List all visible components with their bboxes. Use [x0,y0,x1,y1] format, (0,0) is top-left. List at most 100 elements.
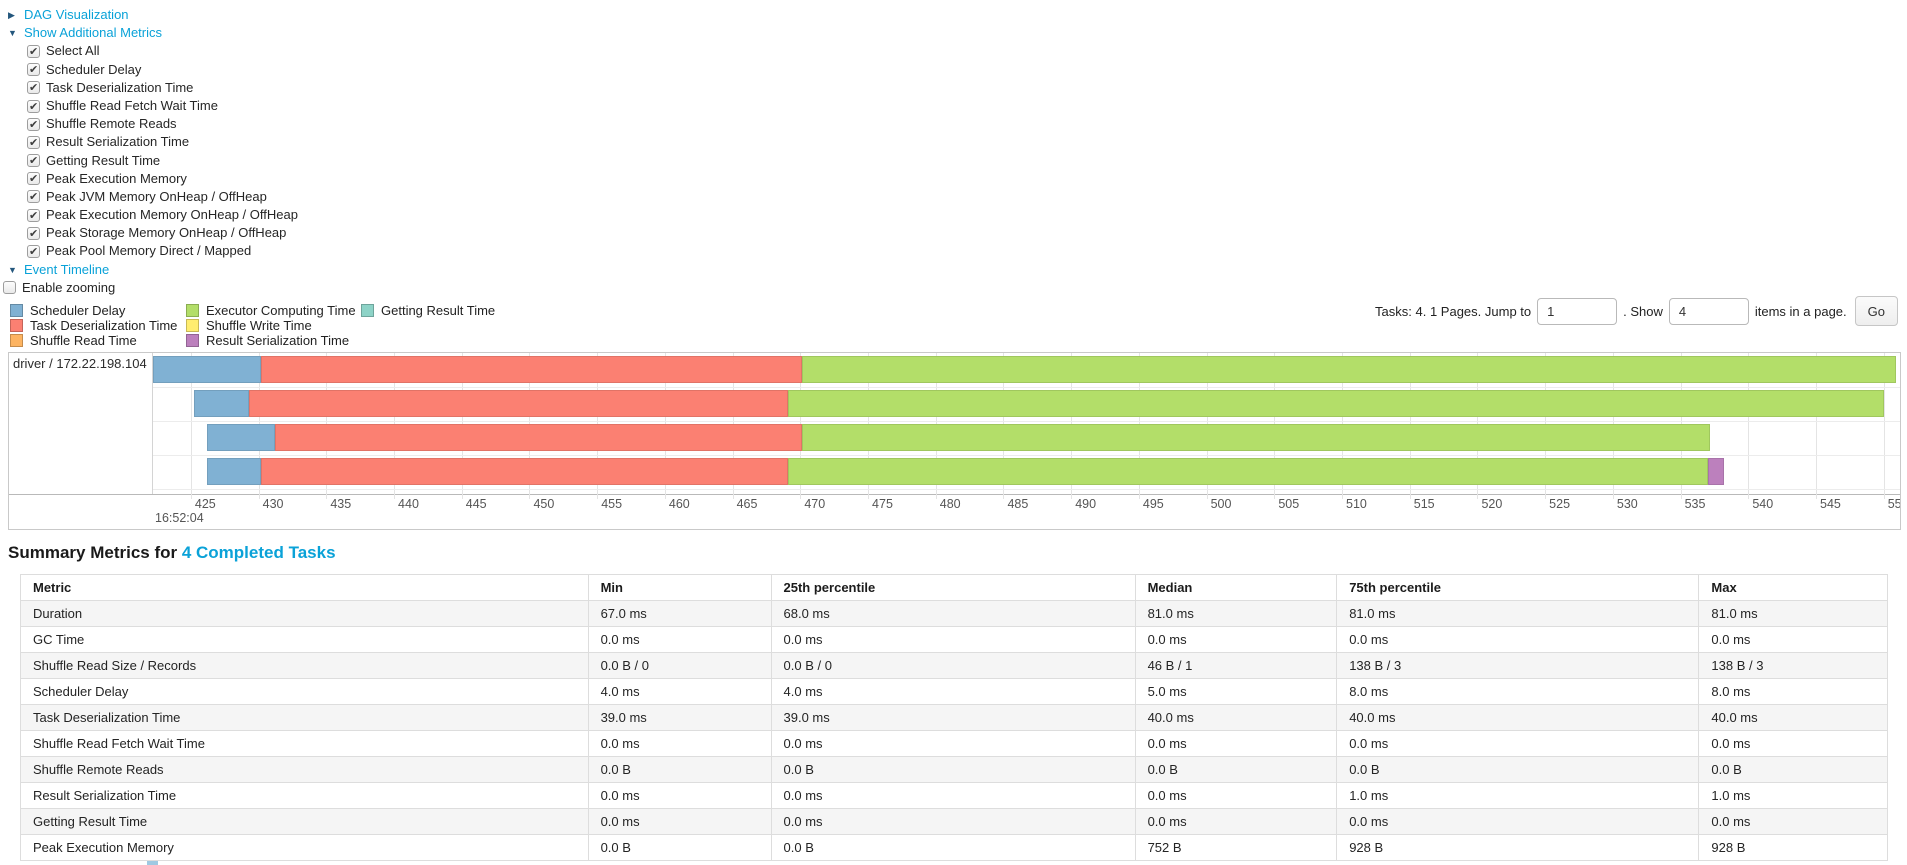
metric-checkbox-row-0[interactable]: Select All [8,42,298,61]
axis-tick-label: 545 [1820,497,1841,511]
metric-value-cell: 5.0 ms [1134,678,1338,705]
metric-checkbox-row-4[interactable]: Shuffle Remote Reads [8,115,298,134]
axis-tick-label: 475 [872,497,893,511]
metric-value-cell: 68.0 ms [770,600,1136,627]
collapsed-arrow-icon: ▶ [8,10,15,20]
metric-checkbox[interactable] [27,207,40,225]
metric-checkbox[interactable] [27,134,40,152]
metric-value-cell: 8.0 ms [1336,678,1700,705]
dag-visualization-link[interactable]: DAG Visualization [24,7,129,22]
dag-visualization-toggle[interactable]: ▶ DAG Visualization [8,6,298,24]
axis-tick-label: 495 [1142,497,1164,511]
enable-zooming-checkbox[interactable] [3,281,16,295]
metric-name-cell: Duration [20,600,589,627]
event-timeline-toggle[interactable]: ▼ Event Timeline [8,261,298,279]
metric-checkbox-row-8[interactable]: Peak JVM Memory OnHeap / OffHeap [8,188,298,207]
metric-value-cell: 0.0 ms [1134,808,1338,835]
metric-value-cell: 0.0 ms [1698,626,1888,653]
metric-checkbox-row-11[interactable]: Peak Pool Memory Direct / Mapped [8,242,298,261]
metric-checkbox-row-5[interactable]: Result Serialization Time [8,133,298,152]
metric-value-cell: 1.0 ms [1336,782,1700,809]
legend-swatch-icon [186,334,199,347]
axis-tick-label: 470 [804,497,826,511]
legend-item-shuffle_read: Shuffle Read Time [10,333,186,348]
timeline-plot-area[interactable]: 425 430 435 440 445 450 455 460 465 470 475 480 485 4… [153,353,1901,529]
metric-checkbox[interactable] [27,116,40,134]
legend-swatch-icon [186,304,199,317]
pagination-prefix-text: Tasks: 4. 1 Pages. Jump to [1375,303,1532,319]
metric-checkbox[interactable] [27,98,40,116]
summary-metrics-heading: Summary Metrics for 4 Completed Tasks [8,543,336,563]
task-1-segment-task-deserialization[interactable] [249,390,789,417]
legend-item-shuffle_write: Shuffle Write Time [186,318,361,333]
task-2-segment-scheduler-delay[interactable] [207,424,275,451]
metric-checkbox-row-9[interactable]: Peak Execution Memory OnHeap / OffHeap [8,206,298,225]
metric-checkbox-row-10[interactable]: Peak Storage Memory OnHeap / OffHeap [8,224,298,243]
metric-value-cell: 4.0 ms [587,678,772,705]
expanded-arrow-icon: ▼ [8,264,17,275]
metric-value-cell: 40.0 ms [1134,704,1338,731]
metric-value-cell: 138 B / 3 [1698,652,1888,679]
event-timeline-chart[interactable]: driver / 172.22.198.104 425 430 435 440 445 4… [8,352,1901,530]
metric-checkbox[interactable] [27,188,40,207]
metric-checkbox-row-7[interactable]: Peak Execution Memory [8,170,298,188]
metric-checkbox-label: Shuffle Read Fetch Wait Time [46,97,218,113]
pagination-middle-text: . Show [1623,303,1663,319]
task-0-segment-executor-computing[interactable] [801,356,1896,383]
event-timeline-link[interactable]: Event Timeline [24,261,110,277]
task-2-segment-executor-computing[interactable] [801,424,1711,451]
metric-value-cell: 928 B [1698,834,1888,861]
go-button[interactable]: Go [1854,296,1898,326]
metric-checkbox-label: Peak Execution Memory [46,170,187,186]
table-row-shuffle-remote-reads: Shuffle Remote Reads 0.0 B 0.0 B 0.0 B 0.0 B… [20,756,1888,783]
metric-value-cell: 0.0 ms [587,782,772,809]
metric-checkbox[interactable] [27,152,40,170]
metric-checkbox-label: Peak Storage Memory OnHeap / OffHeap [46,225,287,241]
enable-zooming-row[interactable]: Enable zooming [3,279,298,297]
column-header-25th-percentile: 25th percentile [770,574,1136,601]
row-separator [153,489,1900,490]
legend-label: Getting Result Time [381,303,496,318]
completed-tasks-link[interactable]: 4 Completed Tasks [181,543,336,562]
task-1-segment-executor-computing[interactable] [788,390,1884,417]
metric-checkbox[interactable] [27,243,40,261]
metric-checkbox[interactable] [27,79,40,98]
table-row-gc-time: GC Time 0.0 ms 0.0 ms 0.0 ms 0.0 ms 0.0 ms [20,626,1888,653]
metric-value-cell: 0.0 ms [1134,730,1338,757]
column-header-75th-percentile: 75th percentile [1336,574,1700,601]
metric-value-cell: 0.0 ms [770,626,1136,653]
metric-name-cell: Peak Execution Memory [20,834,589,861]
task-3-segment-task-deserialization[interactable] [261,458,789,485]
legend-item-getting_result: Getting Result Time [361,303,495,318]
metric-value-cell: 752 B [1134,834,1338,861]
axis-tick-label: 550 [1887,497,1901,511]
task-3-segment-executor-computing[interactable] [788,458,1708,485]
metric-checkbox[interactable] [27,61,40,79]
metric-checkbox-row-3[interactable]: Shuffle Read Fetch Wait Time [8,97,298,116]
show-additional-metrics-link[interactable]: Show Additional Metrics [24,25,163,41]
metric-value-cell: 40.0 ms [1698,704,1888,731]
metric-checkbox-label: Peak JVM Memory OnHeap / OffHeap [46,188,267,204]
axis-gridline [190,353,192,499]
metric-checkbox-row-6[interactable]: Getting Result Time [8,152,298,170]
task-0-segment-scheduler-delay[interactable] [153,356,262,383]
metric-checkbox[interactable] [27,170,40,188]
metric-checkbox-row-2[interactable]: Task Deserialization Time [8,79,298,98]
axis-tick-label: 490 [1075,497,1097,511]
axis-tick-label: 485 [1007,497,1029,511]
metric-value-cell: 81.0 ms [1698,600,1888,627]
task-0-segment-task-deserialization[interactable] [261,356,802,383]
metric-checkbox[interactable] [27,225,40,243]
task-3-segment-result-serialization[interactable] [1707,458,1724,485]
metric-checkbox[interactable] [27,43,40,61]
task-2-segment-task-deserialization[interactable] [274,424,802,451]
jump-to-page-input[interactable] [1537,297,1618,325]
task-3-segment-scheduler-delay[interactable] [207,458,262,485]
task-1-segment-scheduler-delay[interactable] [193,390,250,417]
show-additional-metrics-toggle[interactable]: ▼ Show Additional Metrics [8,24,298,42]
metric-value-cell: 1.0 ms [1698,782,1888,809]
items-per-page-input[interactable] [1668,297,1749,325]
enable-zooming-label: Enable zooming [22,279,116,295]
metric-checkbox-row-1[interactable]: Scheduler Delay [8,61,298,79]
